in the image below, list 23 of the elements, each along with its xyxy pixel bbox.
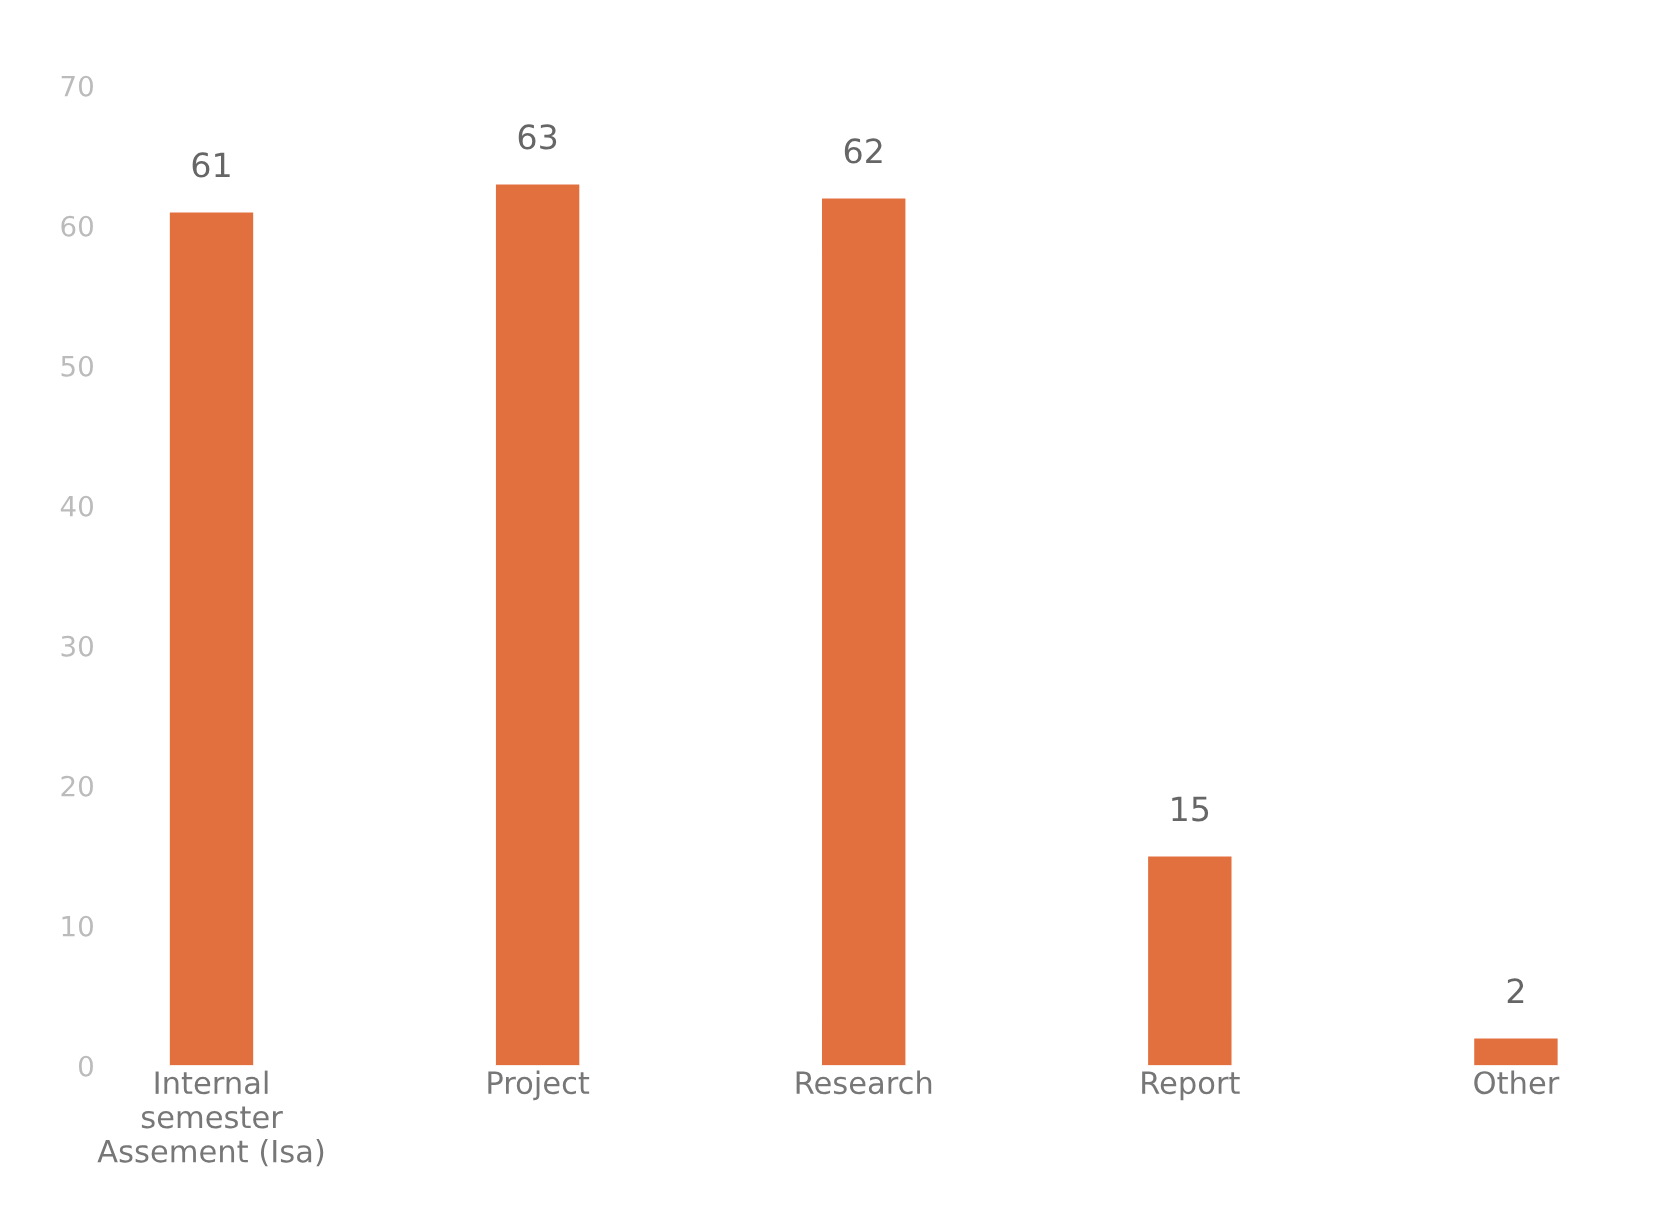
data-label: 2 (1507, 978, 1524, 1004)
y-tick-label: 20 (61, 775, 93, 797)
data-label: 63 (518, 124, 557, 150)
y-tick-label: 0 (78, 1055, 93, 1077)
x-tick-label: Research (796, 1070, 932, 1095)
bar (1472, 1037, 1560, 1066)
x-tick-label: Project (488, 1070, 590, 1101)
bar (494, 183, 581, 1066)
y-tick-label: 30 (61, 635, 93, 657)
y-tick-label: 50 (61, 355, 93, 377)
bar (168, 211, 255, 1066)
data-label: 61 (192, 152, 230, 178)
bar (1146, 855, 1233, 1066)
x-tick-label: Internal semester Assement (Isa) (97, 1070, 324, 1167)
bar (820, 197, 907, 1066)
y-tick-label: 40 (60, 495, 93, 517)
x-tick-label: Report (1142, 1071, 1240, 1101)
data-label: 62 (844, 138, 882, 164)
y-tick-label: 70 (61, 75, 93, 97)
x-tick-label: Other (1474, 1070, 1560, 1095)
y-tick-label: 60 (61, 215, 93, 237)
data-label: 15 (1172, 796, 1209, 822)
y-tick-label: 10 (62, 915, 93, 937)
